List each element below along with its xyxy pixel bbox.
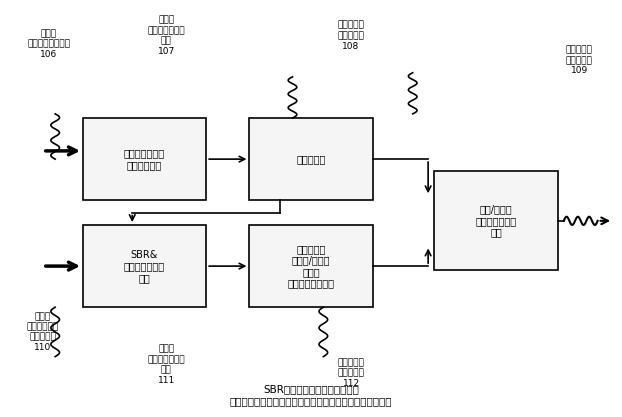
Text: 修正された
低帯域係数
108: 修正された 低帯域係数 108 (338, 21, 364, 50)
Text: SBR&
デコーダサイド
情報: SBR& デコーダサイド 情報 (124, 249, 165, 283)
Bar (83, 118, 207, 200)
Text: フィルタバンク
係数の復号化: フィルタバンク 係数の復号化 (124, 148, 165, 170)
Bar (83, 225, 207, 307)
Text: 低帯域
フィルタバンク
係数
107: 低帯域 フィルタバンク 係数 107 (147, 15, 185, 56)
Text: 低帯域
ビットストリーム
106: 低帯域 ビットストリーム 106 (27, 29, 70, 59)
Text: 平坦性制御
および/または
後処理
エンベロープ成形: 平坦性制御 および/または 後処理 エンベロープ成形 (287, 244, 335, 289)
Bar (434, 171, 557, 270)
Text: 修正された
高帯域係数
112: 修正された 高帯域係数 112 (338, 358, 364, 388)
Text: 出力される
オーディオ
109: 出力される オーディオ 109 (566, 45, 593, 75)
Bar (249, 118, 373, 200)
Bar (249, 225, 373, 307)
Text: 高帯域
フィルタバンク
係数
111: 高帯域 フィルタバンク 係数 111 (147, 345, 185, 385)
Text: 時間/副波数
フィルタバンク
合成: 時間/副波数 フィルタバンク 合成 (475, 204, 516, 237)
Text: 高帯域
サイドビット
ストリーム
110: 高帯域 サイドビット ストリーム 110 (27, 312, 59, 352)
Text: SBR、スペクトル平坦性制御、
および任意選択の後処理を用いたフィルタバンクデコーダ: SBR、スペクトル平坦性制御、 および任意選択の後処理を用いたフィルタバンクデコ… (230, 384, 392, 406)
Text: 係数後処理: 係数後処理 (296, 154, 326, 164)
